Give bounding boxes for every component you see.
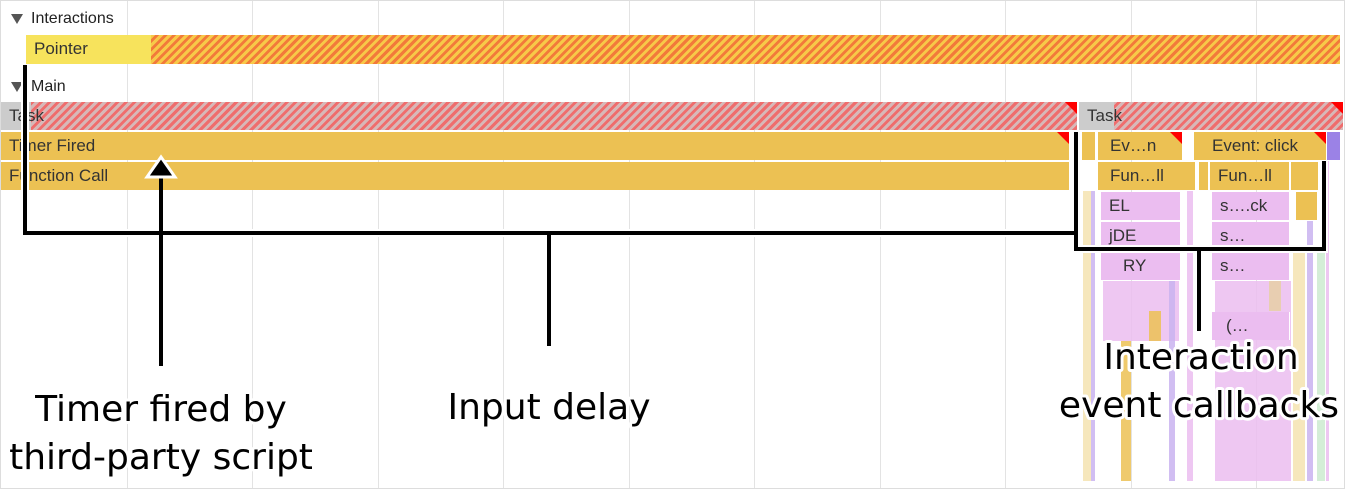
task-long-2[interactable]: Task [1079, 102, 1344, 130]
event-label: Ev…n [1110, 136, 1157, 155]
grid-line [754, 1, 755, 488]
ry-slice[interactable]: RY [1101, 252, 1181, 280]
long-task-flag-icon [1065, 102, 1077, 114]
pointer-interaction[interactable]: Pointer [26, 35, 1341, 64]
interaction-delay-hatch [151, 35, 1340, 64]
grid-line [252, 1, 253, 488]
grid-line [126, 1, 128, 488]
el-slice[interactable]: EL [1101, 192, 1181, 220]
grid-line [377, 1, 379, 488]
collapse-triangle-icon [11, 13, 23, 24]
function-call-slice[interactable]: Fun…ll [1210, 162, 1290, 190]
input-delay-annotation: Input delay [447, 387, 650, 428]
flame-column [1103, 281, 1179, 341]
paren-label: (… [1226, 316, 1249, 335]
function-label: Fun…ll [1110, 166, 1164, 185]
event-slice[interactable]: Ev…n [1098, 132, 1183, 160]
s-slice[interactable]: s… [1212, 252, 1290, 280]
main-track-header[interactable]: Main [11, 78, 66, 96]
main-title: Main [31, 78, 66, 95]
sck-label: s….ck [1220, 196, 1268, 215]
timer-fired-label: Timer Fired [9, 136, 96, 155]
grid-line [628, 1, 630, 488]
flame-column [1307, 221, 1313, 481]
flame-slice[interactable] [1296, 192, 1318, 220]
event-click-label: Event: click [1212, 136, 1298, 155]
grid-line [879, 1, 881, 488]
flame-slice[interactable] [1082, 132, 1096, 160]
timer-annotation-line2: third-party script [9, 437, 313, 478]
function-call-event[interactable]: Function Call [1, 162, 1070, 190]
timer-fired-event[interactable]: Timer Fired [1, 132, 1070, 160]
input-delay-bracket [23, 65, 1076, 235]
sck-slice[interactable]: s….ck [1212, 192, 1290, 220]
s-label: s… [1220, 256, 1246, 275]
timer-annotation-line1: Timer fired by [34, 389, 287, 430]
flame-column [1149, 311, 1161, 341]
flame-column [1121, 341, 1131, 481]
flame-column [1326, 161, 1329, 481]
flame-column [1293, 251, 1305, 481]
flame-column [1269, 281, 1281, 311]
flame-column [1187, 191, 1193, 481]
pointer-label: Pointer [34, 39, 88, 58]
el-label: EL [1109, 196, 1130, 215]
ry-label: RY [1123, 256, 1147, 275]
callbacks-annotation-line2: event callbacks [1059, 385, 1339, 426]
interactions-title: Interactions [31, 10, 114, 27]
function-label: Fun…ll [1218, 166, 1272, 185]
callbacks-annotation-line1: Interaction [1103, 337, 1298, 378]
event-click-slice[interactable]: Event: click [1194, 132, 1327, 160]
interactions-track-header[interactable]: Interactions [11, 10, 114, 28]
arrow-up-icon [144, 154, 178, 179]
grid-line [503, 1, 504, 488]
long-task-flag-icon [1331, 102, 1343, 114]
collapse-triangle-icon [11, 81, 23, 92]
long-task-flag-icon [1057, 132, 1069, 144]
grid-line [1005, 1, 1006, 488]
flame-column [1091, 191, 1095, 481]
task-head [1079, 102, 1114, 130]
flame-slice[interactable] [1291, 162, 1319, 190]
paren-slice[interactable]: (… [1212, 312, 1290, 340]
function-call-label: Function Call [9, 166, 109, 185]
task-label: Task [1087, 106, 1122, 125]
long-task-flag-icon [1314, 132, 1326, 144]
jde-label: jDE [1109, 226, 1137, 245]
flame-column [1317, 251, 1325, 481]
long-task-flag-icon [1170, 132, 1182, 144]
callbacks-bracket [1074, 132, 1326, 251]
flame-slice[interactable] [1199, 162, 1209, 190]
flame-column [1169, 281, 1175, 481]
flame-column [1083, 191, 1091, 481]
flame-slice[interactable] [1327, 132, 1341, 160]
function-call-slice[interactable]: Fun…ll [1098, 162, 1196, 190]
s-label: s… [1220, 226, 1246, 245]
